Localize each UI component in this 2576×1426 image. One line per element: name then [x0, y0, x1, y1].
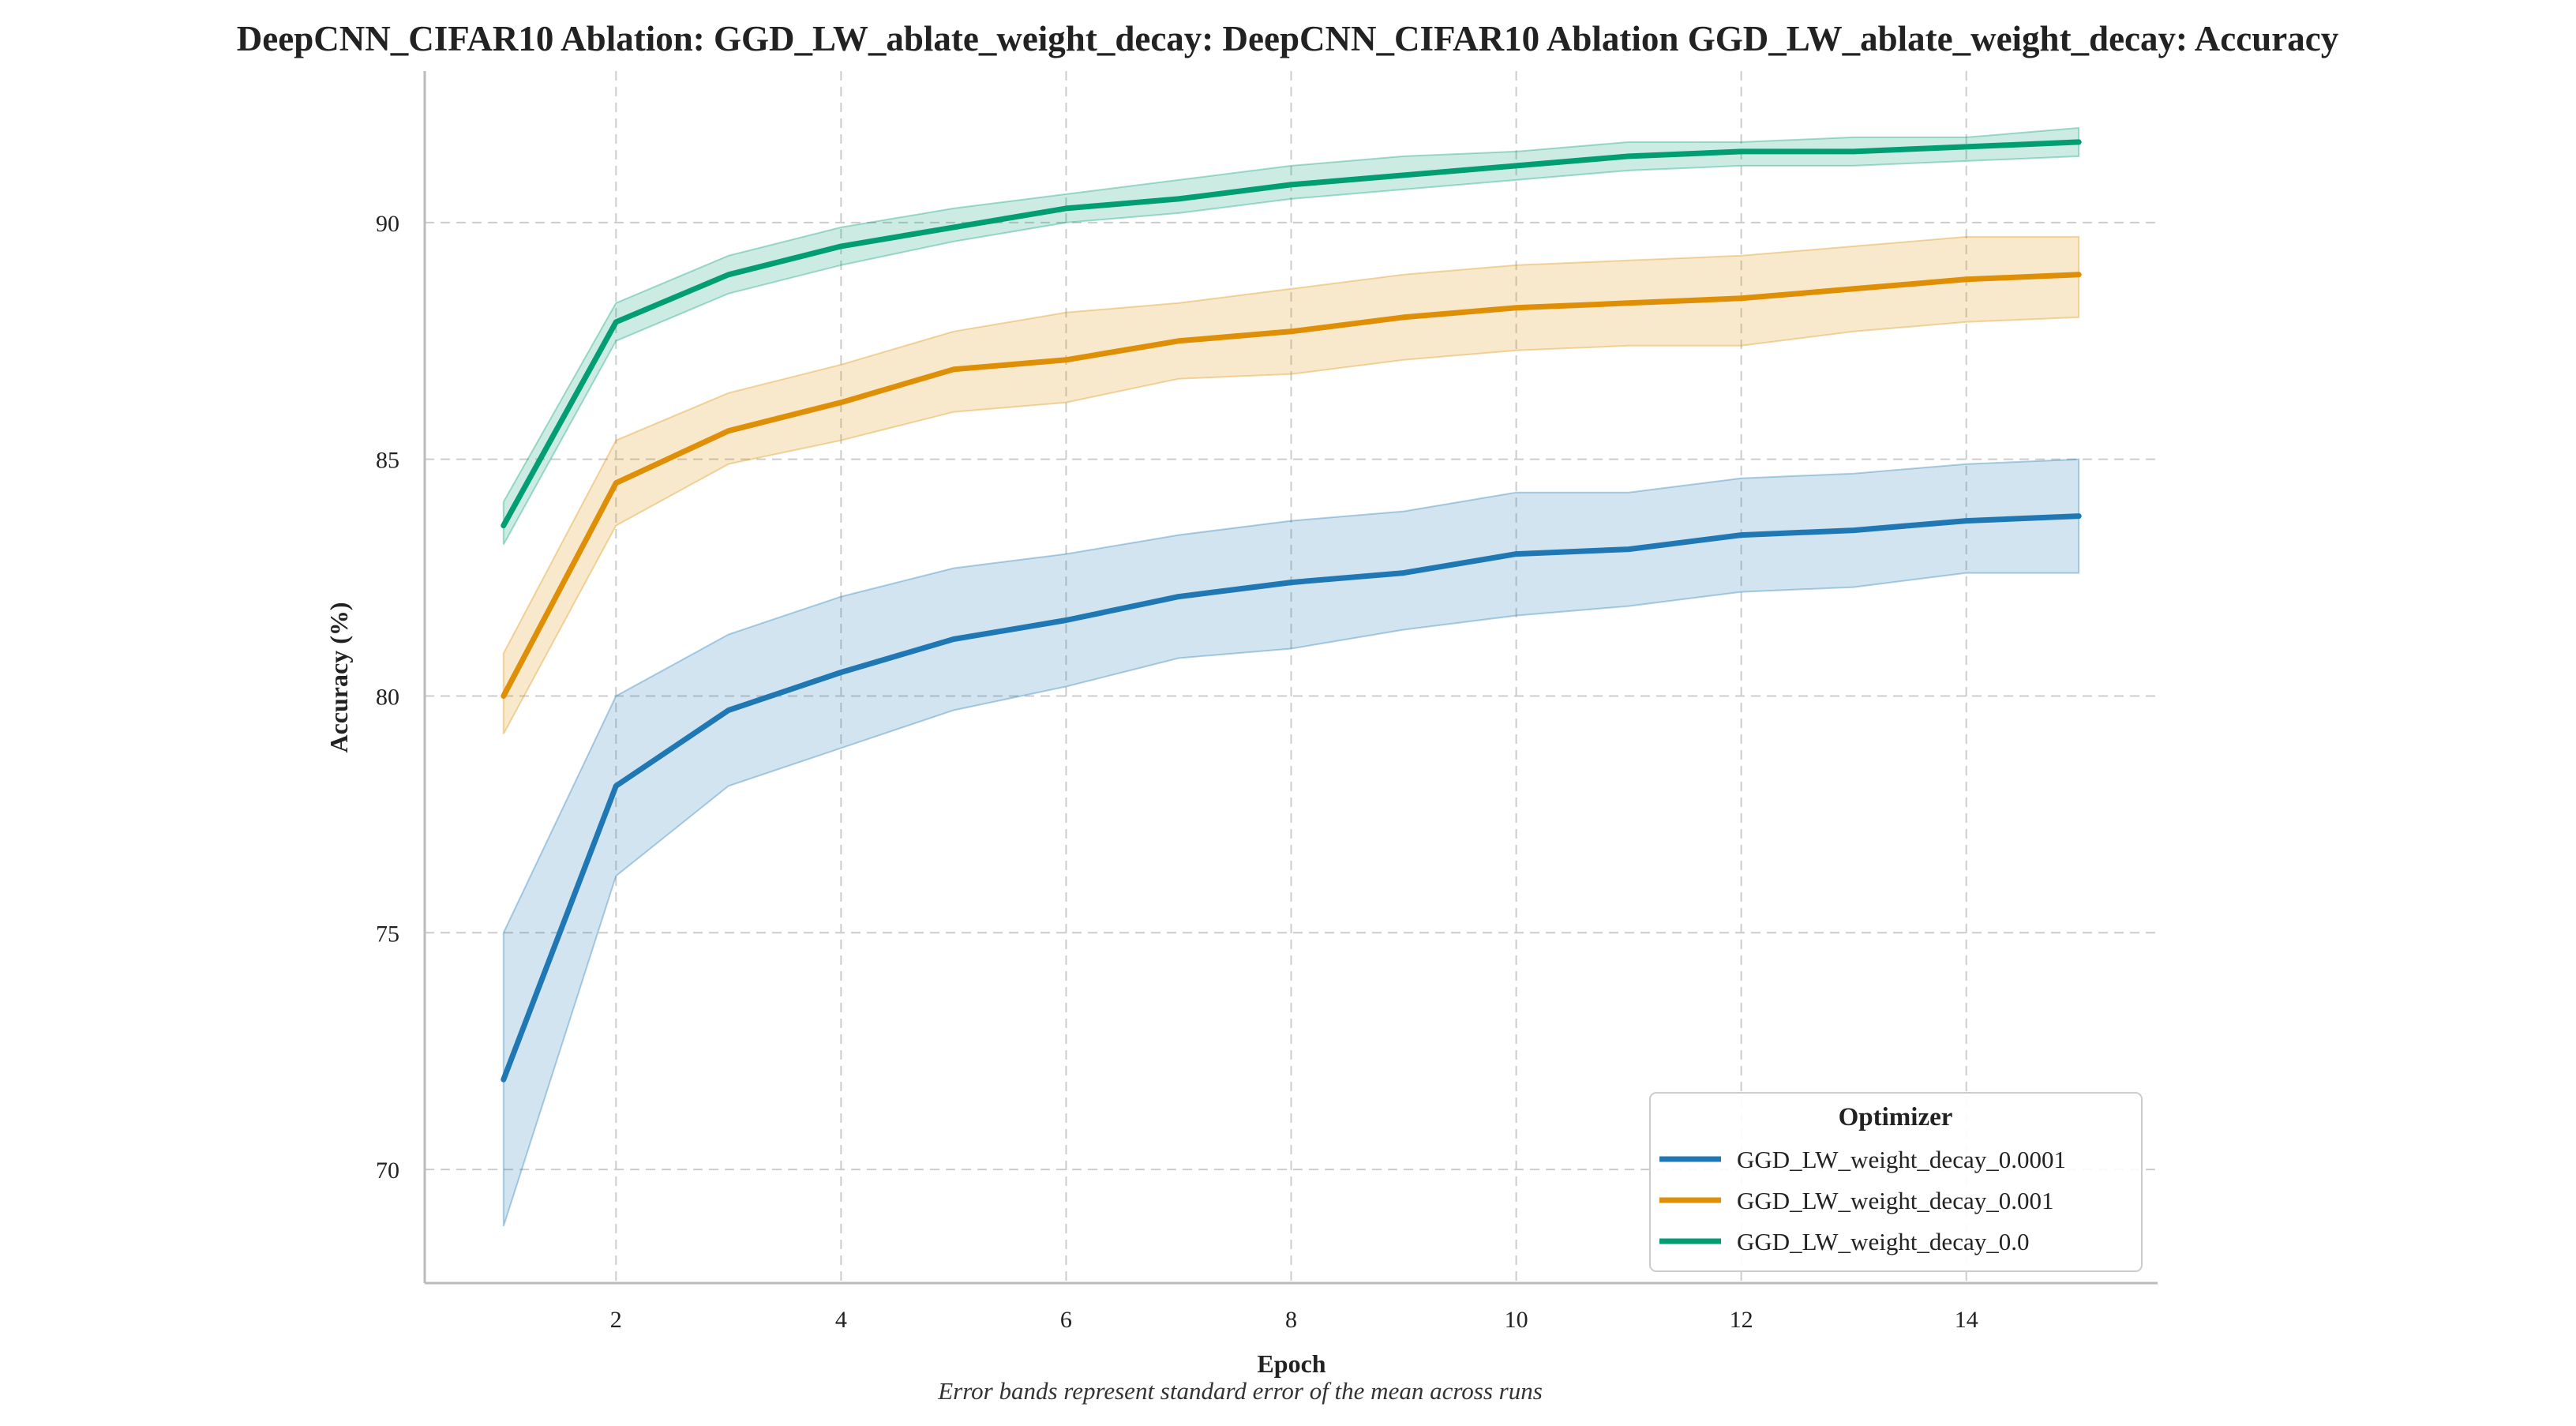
x-axis-label: Epoch [1257, 1349, 1325, 1378]
series-line [501, 139, 2082, 529]
y-tick-label: 85 [376, 448, 399, 474]
y-tick-label: 80 [376, 684, 399, 710]
series-line [501, 272, 2082, 699]
x-tick-label: 8 [1285, 1307, 1297, 1333]
legend: Optimizer GGD_LW_weight_decay_0.0001GGD_… [1649, 1092, 2143, 1272]
chart-caption: Error bands represent standard error of … [937, 1377, 1543, 1405]
legend-box [1649, 1092, 2143, 1272]
error-band [502, 235, 2080, 734]
y-tick-label: 90 [376, 211, 399, 237]
x-tick-labels: 2 4 6 8 10 12 14 [610, 1307, 1978, 1333]
x-tick-label: 4 [835, 1307, 847, 1333]
y-tick-label: 75 [376, 921, 399, 947]
error-band [502, 458, 2080, 1227]
error-band [502, 126, 2080, 546]
x-tick-label: 12 [1730, 1307, 1753, 1333]
error-bands [502, 126, 2080, 1227]
y-axis-label: Accuracy (%) [324, 602, 353, 752]
x-tick-label: 2 [610, 1307, 622, 1333]
legend-title: Optimizer [1839, 1103, 1953, 1131]
series-lines [501, 139, 2082, 1083]
x-tick-label: 14 [1955, 1307, 1978, 1333]
y-tick-label: 70 [376, 1158, 399, 1184]
legend-label: GGD_LW_weight_decay_0.001 [1737, 1187, 2053, 1214]
x-tick-label: 10 [1505, 1307, 1528, 1333]
chart-title: DeepCNN_CIFAR10 Ablation: GGD_LW_ablate_… [237, 19, 2339, 58]
legend-label: GGD_LW_weight_decay_0.0 [1737, 1228, 2029, 1255]
x-tick-label: 6 [1060, 1307, 1072, 1333]
y-tick-labels: 70 75 80 85 90 [376, 211, 399, 1184]
legend-label: GGD_LW_weight_decay_0.0001 [1737, 1146, 2066, 1173]
grid-lines [425, 71, 2158, 1283]
legend-entries: GGD_LW_weight_decay_0.0001 GGD_LW_weight_… [1659, 1146, 2066, 1255]
series-line [501, 513, 2082, 1083]
